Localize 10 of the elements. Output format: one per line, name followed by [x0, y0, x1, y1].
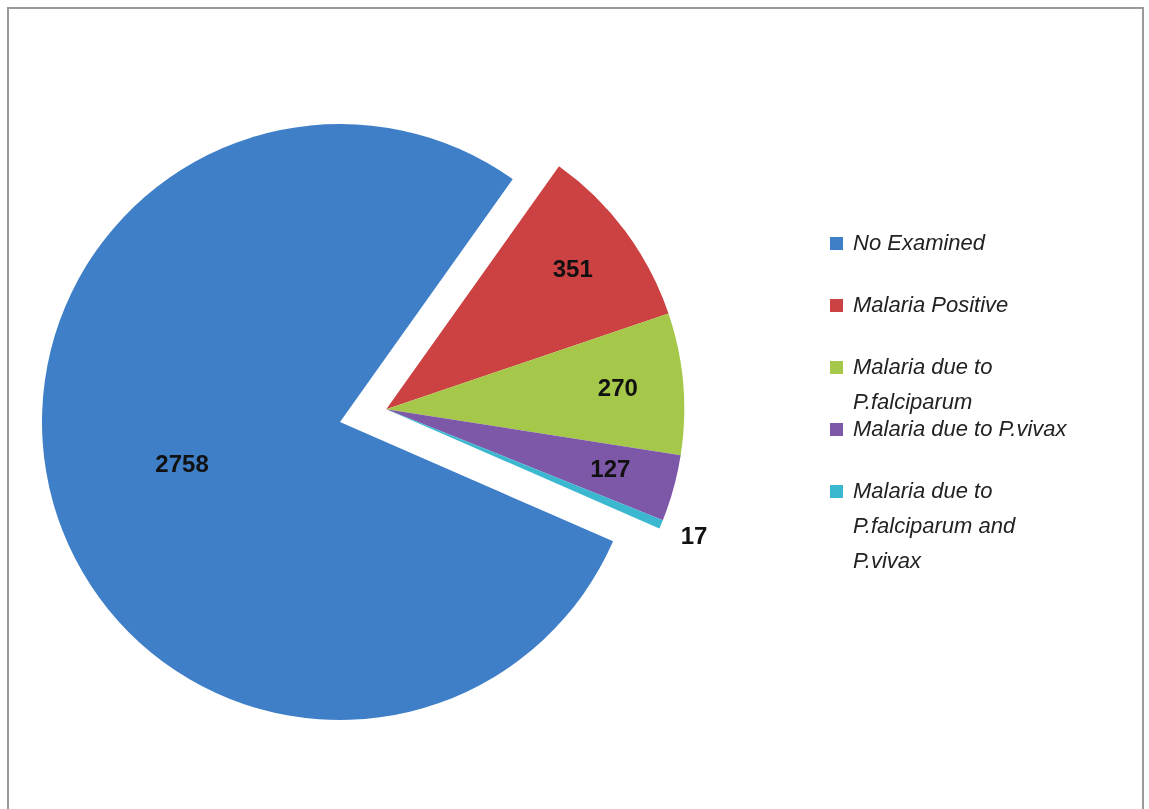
- data-label: 270: [597, 373, 638, 401]
- legend-label: Malaria due to P.vivax: [853, 416, 1068, 441]
- data-label: 351: [552, 254, 593, 282]
- legend-label: No Examined: [853, 230, 986, 255]
- legend-label: Malaria due to P.falciparum: [853, 354, 993, 414]
- legend-label: Malaria due to P.falciparum and P.vivax: [853, 478, 1017, 573]
- data-label: 17: [680, 522, 708, 550]
- legend-label: Malaria Positive: [853, 292, 1009, 317]
- data-label: 2758: [155, 450, 209, 478]
- data-label: 127: [590, 455, 631, 483]
